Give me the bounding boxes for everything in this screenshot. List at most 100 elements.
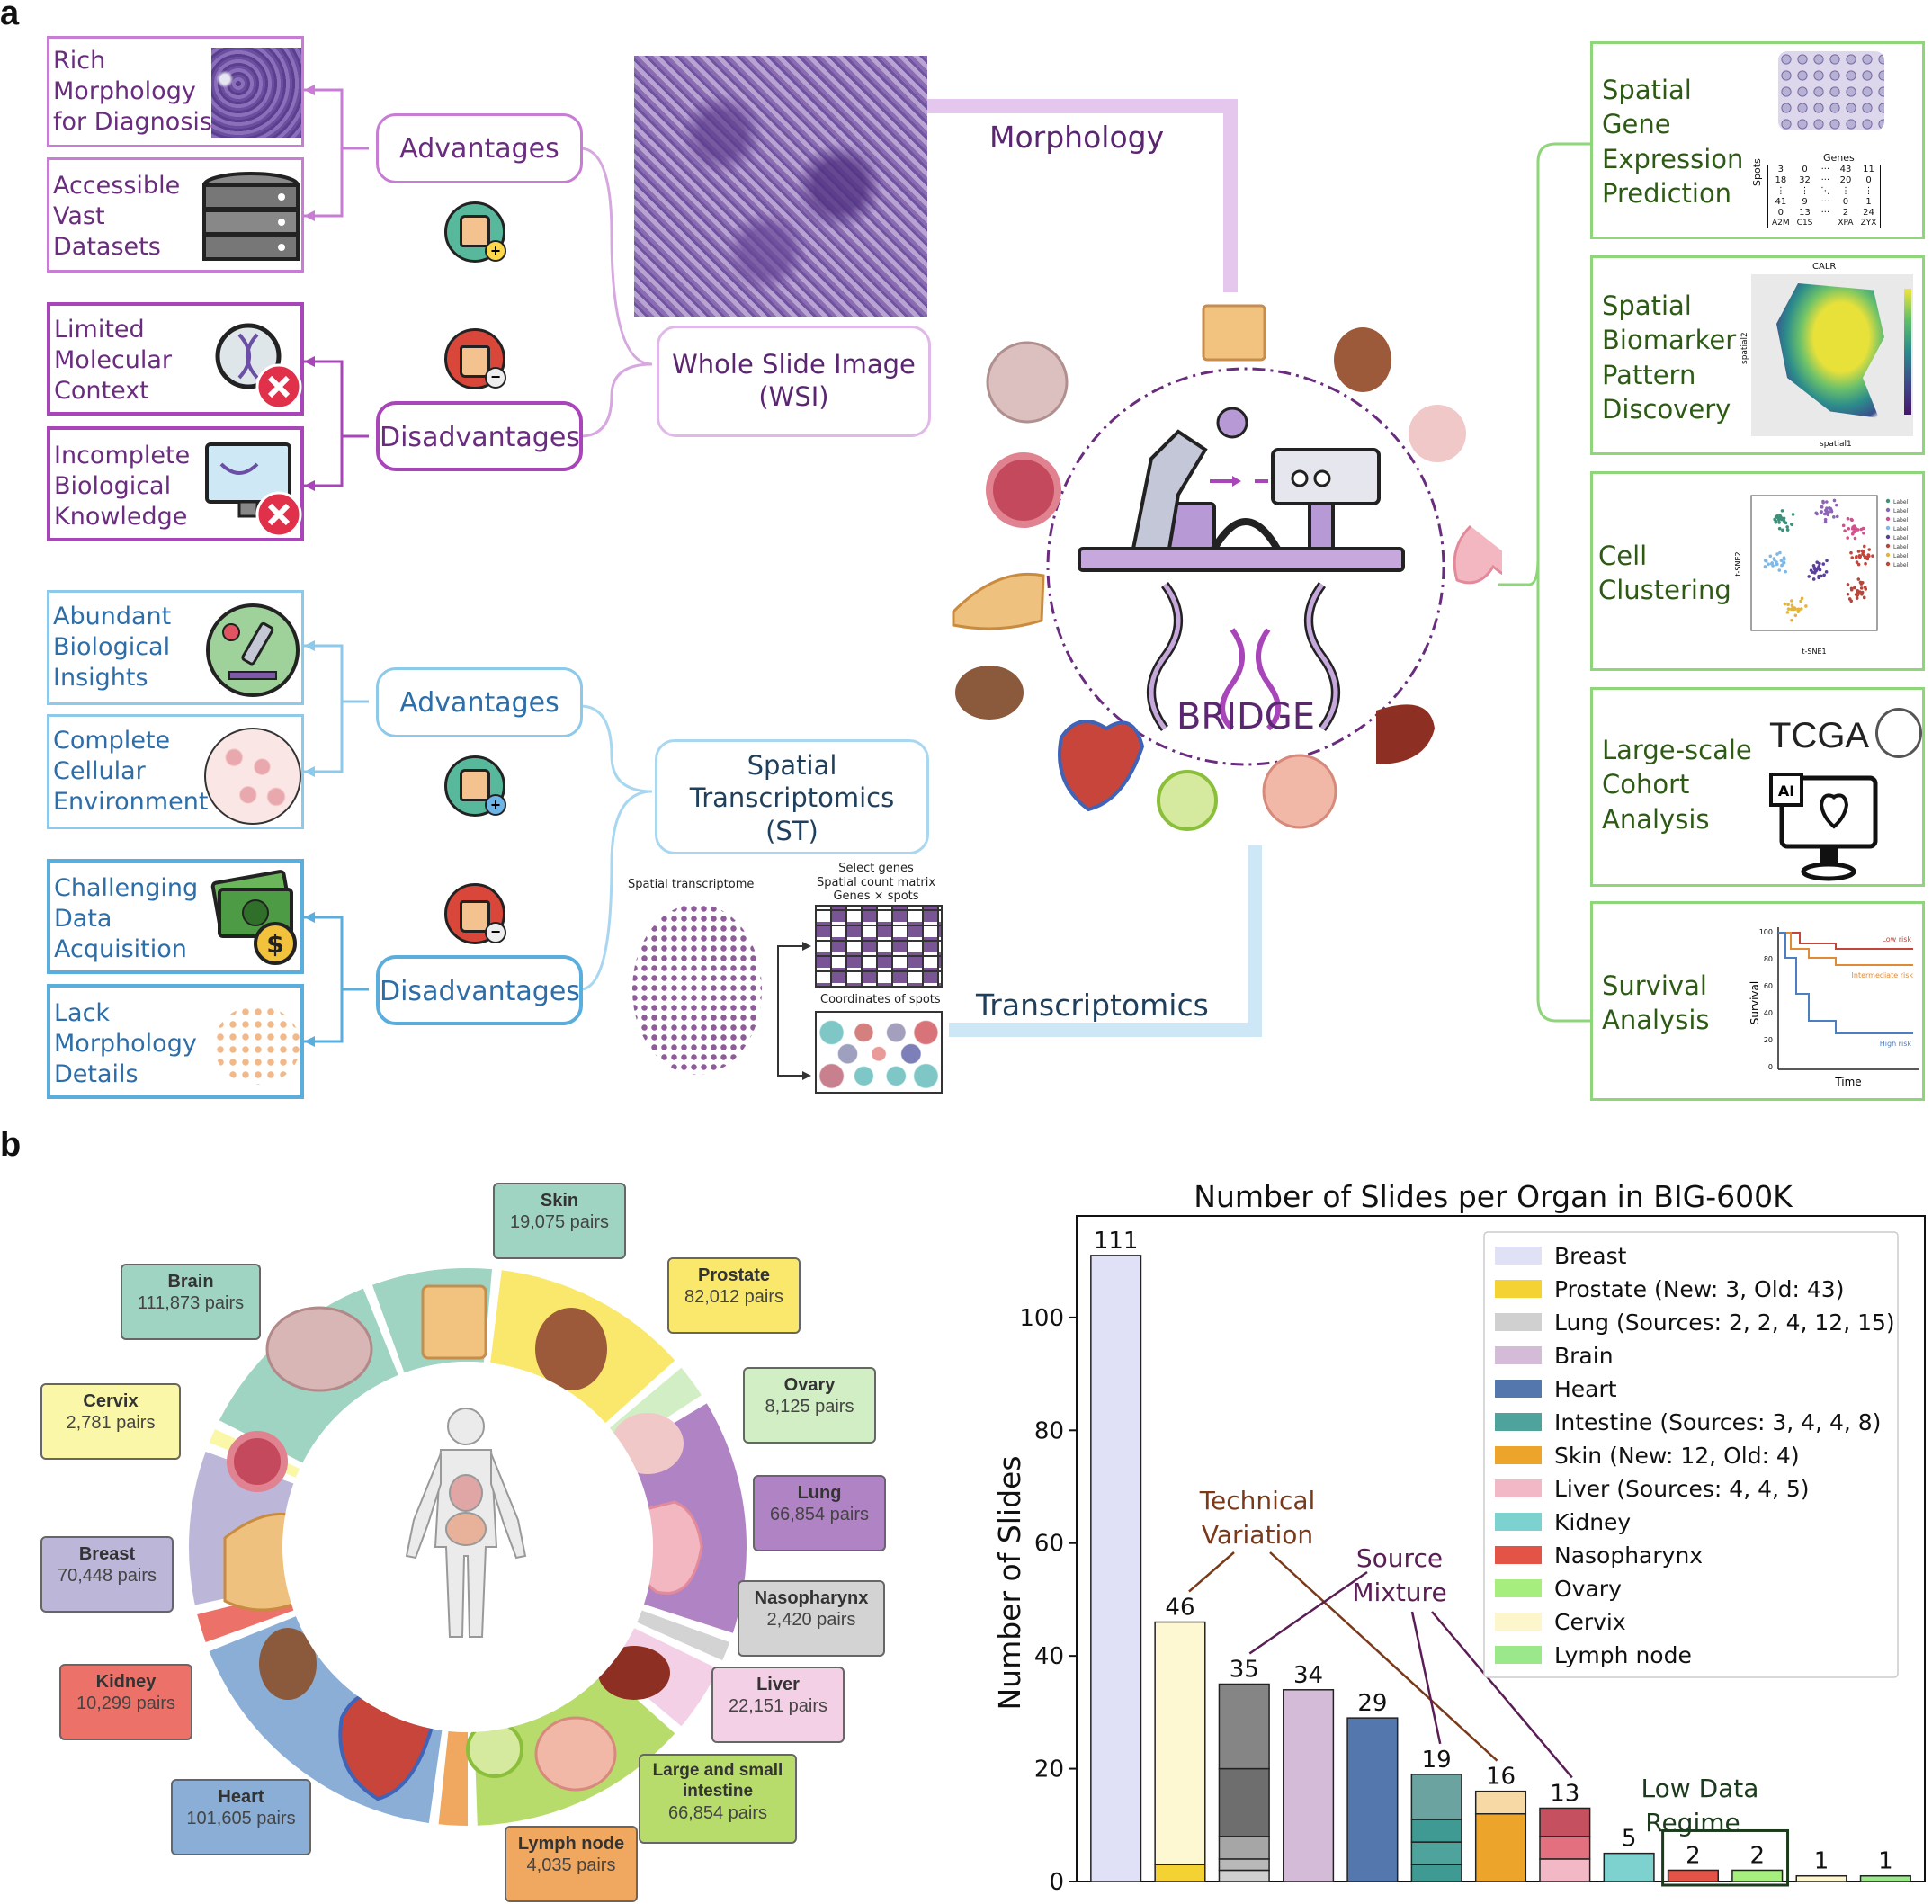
tsne-ylabel: t-SNE2 xyxy=(1734,551,1742,576)
ai-monitor-icon: AI xyxy=(1769,773,1878,881)
annotation-technical-line2: Variation xyxy=(1202,1520,1313,1550)
tsne-point xyxy=(1850,518,1854,523)
limited-context-box: Limited Molecular Context xyxy=(47,302,304,416)
tsne-point xyxy=(1786,603,1790,607)
legend-frame xyxy=(1483,1231,1899,1678)
st-disadvantages-label: Disadvantages xyxy=(380,976,580,1007)
ovary-organ-icon xyxy=(1409,405,1466,462)
legend-label: Prostate (New: 3, Old: 43) xyxy=(1554,1276,1844,1302)
gene-matrix-cell: 0 xyxy=(1777,208,1784,218)
tsne-point xyxy=(1818,568,1822,572)
organ-label-pairs: 8,125 pairs xyxy=(765,1397,854,1417)
organ-label-prostate: Prostate 82,012 pairs xyxy=(667,1257,801,1334)
svg-text:0: 0 xyxy=(1768,1063,1773,1071)
annotation-source-pointer xyxy=(1431,1611,1573,1779)
gene-matrix-header: Genes xyxy=(1823,152,1855,164)
organ-label-lymph-node: Lymph node 4,035 pairs xyxy=(505,1826,638,1902)
tsne-point xyxy=(1790,523,1794,527)
tsne-point xyxy=(1777,521,1781,524)
svg-text:40: 40 xyxy=(1764,1009,1773,1017)
tsne-point xyxy=(1841,523,1846,528)
bar-value-label: 111 xyxy=(1094,1228,1139,1255)
organ-label-name: Lung xyxy=(797,1483,842,1503)
whole-slide-image-thumbnail xyxy=(634,56,927,317)
intestine-organ-icon xyxy=(1262,754,1337,829)
gene-matrix-cell: 1 xyxy=(1865,197,1872,207)
cervix-organ-icon xyxy=(986,452,1061,528)
st-inset-top1: Select genes xyxy=(838,862,914,875)
tsne-point xyxy=(1763,559,1767,562)
tsne-point xyxy=(1778,514,1782,518)
thumbs-up-plus-icon: + xyxy=(444,201,506,263)
organ-label-pairs: 2,781 pairs xyxy=(66,1413,156,1433)
tsne-point xyxy=(1864,587,1868,591)
st-inset-top2: Spatial count matrix xyxy=(816,875,936,889)
gene-matrix-cell: 24 xyxy=(1863,208,1874,218)
organ-label-pairs: 111,873 pairs xyxy=(137,1293,245,1313)
annotation-technical-line1: Technical xyxy=(1199,1486,1316,1515)
incomplete-line2: Biological xyxy=(54,471,172,500)
gene-matrix-cell: 2 xyxy=(1842,208,1849,218)
skin-organ-icon xyxy=(1202,304,1266,362)
y-tick-label: 0 xyxy=(1049,1869,1064,1896)
svg-text:$: $ xyxy=(266,929,283,959)
tsne-point xyxy=(1792,606,1796,610)
tsne-point xyxy=(1832,498,1837,503)
biomarker-title: CALR xyxy=(1812,262,1837,272)
lung-organ-icon xyxy=(1453,524,1502,585)
organ-label-name: Skin xyxy=(540,1191,579,1211)
legend-label: Intestine (Sources: 3, 4, 4, 8) xyxy=(1554,1409,1881,1435)
tsne-point xyxy=(1783,602,1787,606)
tsne-point xyxy=(1790,603,1794,608)
accessible-line3: Datasets xyxy=(53,232,161,261)
tsne-legend-marker xyxy=(1885,525,1891,531)
tsne-point xyxy=(1786,607,1791,611)
donut-segment-nasopharynx xyxy=(637,1610,730,1661)
organ-label-pairs: 82,012 pairs xyxy=(684,1287,784,1307)
gene-matrix-cell: 9 xyxy=(1802,197,1808,207)
legend-label: Nasopharynx xyxy=(1554,1542,1703,1569)
panel-a-letter: a xyxy=(0,0,20,32)
incomplete-knowledge-box: Incomplete Biological Knowledge xyxy=(47,426,304,541)
organ-label-name: Brain xyxy=(167,1272,214,1292)
bar-segment xyxy=(1539,1807,1591,1837)
task-biomarker-box: Spatial Biomarker Pattern Discovery CALR… xyxy=(1590,255,1925,455)
tsne-point xyxy=(1791,513,1795,516)
gene-matrix-cell: 18 xyxy=(1775,175,1787,185)
tsne-point xyxy=(1835,514,1839,519)
legend-swatch xyxy=(1495,1280,1542,1298)
bar-segment xyxy=(1410,1841,1462,1865)
tsne-point xyxy=(1825,559,1829,563)
survival-plot: 100 80 60 40 20 0 Low risk Intermediate … xyxy=(1749,927,1919,1088)
task-cohort-line2: Cohort xyxy=(1602,769,1690,800)
task-bio-line3: Pattern xyxy=(1602,359,1696,390)
organ-label-name: Large and small intestine xyxy=(652,1761,783,1801)
legend-swatch xyxy=(1495,1247,1542,1265)
tsne-point xyxy=(1823,517,1828,522)
bar-segment xyxy=(1218,1836,1270,1860)
tsne-point xyxy=(1777,568,1782,572)
organ-label-nasopharynx: Nasopharynx 2,420 pairs xyxy=(738,1580,885,1657)
bar-value-label: 19 xyxy=(1422,1747,1452,1774)
st-advantages-label: Advantages xyxy=(399,687,559,719)
tsne-legend-label: Label xyxy=(1893,499,1909,505)
tsne-point xyxy=(1780,563,1784,567)
tsne-legend-marker xyxy=(1885,543,1891,549)
wsi-disadvantages-box: Disadvantages xyxy=(376,401,583,471)
legend-label: Kidney xyxy=(1554,1509,1631,1535)
legend-swatch xyxy=(1495,1313,1542,1331)
tsne-legend-label: Label xyxy=(1893,535,1909,541)
gene-matrix-cell: 0 xyxy=(1865,175,1872,185)
tsne-point xyxy=(1867,554,1871,559)
y-tick-label: 40 xyxy=(1034,1643,1064,1670)
organ-label-liver: Liver 22,151 pairs xyxy=(711,1667,845,1743)
slides-per-organ-chart: Number of Slides per Organ in BIG-600K N… xyxy=(992,1179,1926,1896)
tsne-point xyxy=(1784,521,1788,525)
bar-segment xyxy=(1539,1858,1591,1882)
biomarker-map xyxy=(1751,274,1913,436)
liver-organ-icon xyxy=(1376,704,1435,764)
wsi-advantages-box: Advantages xyxy=(376,113,583,183)
tsne-point xyxy=(1862,595,1866,600)
organ-label-skin: Skin 19,075 pairs xyxy=(493,1183,626,1259)
spatial-transcriptome-spots xyxy=(632,904,762,1075)
